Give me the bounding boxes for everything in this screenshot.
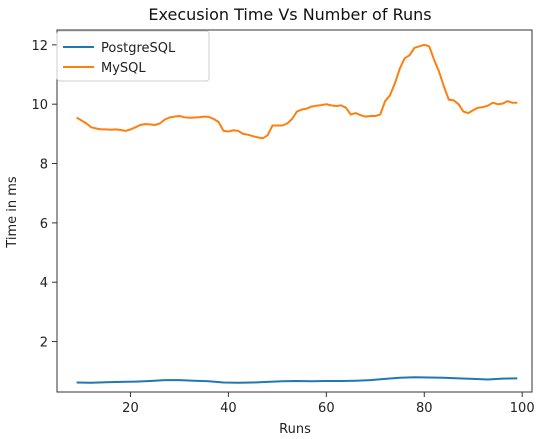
plot-area [56,29,533,393]
legend-label-postgresql: PostgreSQL [101,41,176,56]
x-tick-label: 20 [122,401,139,416]
series-line-postgresql [76,376,518,384]
x-tick-label: 100 [510,401,535,416]
y-tick-label: 4 [40,276,48,291]
legend-box [56,30,210,82]
x-tick-label: 80 [416,401,433,416]
y-tick-label: 6 [40,217,48,232]
y-tick-label: 10 [31,98,48,113]
x-axis-label: Runs [279,422,311,437]
series-line-mysql [76,43,518,140]
y-tick-label: 8 [40,158,48,173]
y-tick-label: 2 [40,336,48,351]
legend: PostgreSQL MySQL [56,30,210,82]
chart-title: Execusion Time Vs Number of Runs [148,5,431,24]
x-tick-label: 60 [318,401,335,416]
legend-label-mysql: MySQL [101,61,146,76]
y-axis-label: Time in ms [5,176,20,249]
y-tick-label: 12 [31,39,48,54]
x-tick-label: 40 [220,401,237,416]
